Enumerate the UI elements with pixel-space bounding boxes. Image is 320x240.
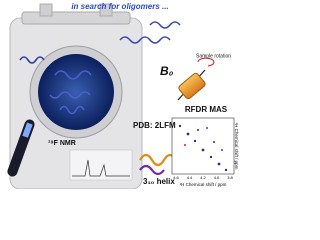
x-tick-label: 3.8 — [227, 175, 233, 180]
x-tick-label: 4.2 — [200, 175, 206, 180]
x-axis-label: ¹H Chemical shift / ppm — [180, 182, 227, 187]
nmr-label: ¹⁹F NMR — [48, 140, 76, 147]
y-axis-label: ¹H Chemical shift / ppm — [234, 123, 239, 170]
field-label: B₀ — [160, 64, 174, 78]
x-tick-label: 4.6 — [173, 175, 179, 180]
nmr-trace — [69, 149, 133, 181]
proteins — [19, 21, 181, 115]
rotor — [177, 57, 215, 101]
sample-tube — [7, 119, 35, 177]
method-label: RFDR MAS — [185, 105, 228, 114]
helix-label: 3₁₀ helix — [143, 177, 175, 186]
x-tick-label: 4.0 — [214, 175, 220, 180]
x-tick-label: 4.4 — [187, 175, 193, 180]
helix — [139, 153, 177, 176]
pdb-label: PDB: 2LFM — [133, 121, 176, 130]
magnet — [9, 3, 143, 189]
graphic: in search for oligomers ... B₀ Sample ro… — [7, 2, 239, 189]
rotation-label: Sample rotation — [196, 53, 231, 59]
title: in search for oligomers ... — [71, 2, 168, 11]
2d-spectrum — [171, 117, 235, 175]
